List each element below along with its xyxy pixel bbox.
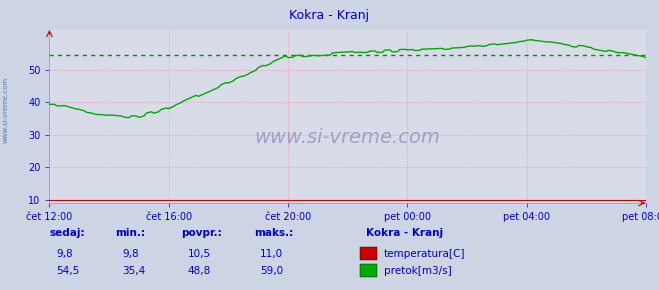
Text: 48,8: 48,8 xyxy=(188,266,211,276)
Text: temperatura[C]: temperatura[C] xyxy=(384,249,465,259)
Text: min.:: min.: xyxy=(115,228,146,238)
Text: 9,8: 9,8 xyxy=(122,249,138,259)
Text: povpr.:: povpr.: xyxy=(181,228,222,238)
Text: 11,0: 11,0 xyxy=(260,249,283,259)
Text: 54,5: 54,5 xyxy=(56,266,79,276)
Text: 59,0: 59,0 xyxy=(260,266,283,276)
Text: 9,8: 9,8 xyxy=(56,249,72,259)
Text: sedaj:: sedaj: xyxy=(49,228,85,238)
Text: www.si-vreme.com: www.si-vreme.com xyxy=(254,128,441,147)
Text: www.si-vreme.com: www.si-vreme.com xyxy=(2,77,9,143)
Text: 35,4: 35,4 xyxy=(122,266,145,276)
Text: 10,5: 10,5 xyxy=(188,249,211,259)
Text: Kokra - Kranj: Kokra - Kranj xyxy=(289,9,370,22)
Text: Kokra - Kranj: Kokra - Kranj xyxy=(366,228,443,238)
Text: pretok[m3/s]: pretok[m3/s] xyxy=(384,266,451,276)
Text: maks.:: maks.: xyxy=(254,228,293,238)
